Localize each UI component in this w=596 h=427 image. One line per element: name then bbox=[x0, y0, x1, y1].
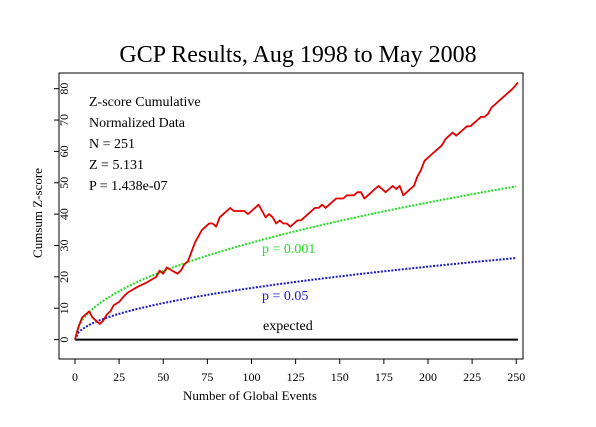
x-tick-label: 200 bbox=[419, 370, 437, 384]
plot-frame bbox=[58, 72, 524, 360]
stats-line: Normalized Data bbox=[89, 116, 186, 131]
series-layer bbox=[74, 81, 519, 341]
annotation-p001: p = 0.001 bbox=[262, 242, 315, 257]
stats-block: Z-score Cumulative Normalized Data N = 251… bbox=[89, 95, 201, 194]
y-tick-label: 50 bbox=[57, 177, 71, 189]
x-tick-label: 150 bbox=[331, 370, 349, 384]
stats-line: N = 251 bbox=[89, 137, 135, 152]
y-tick-label: 10 bbox=[57, 302, 71, 314]
x-tick-label: 125 bbox=[287, 370, 305, 384]
stats-line: P = 1.438e-07 bbox=[89, 179, 168, 194]
y-tick-label: 40 bbox=[57, 208, 71, 220]
x-tick-label: 250 bbox=[507, 370, 525, 384]
y-tick-label: 0 bbox=[57, 337, 71, 343]
x-tick-label: 225 bbox=[463, 370, 481, 384]
annotation-p05: p = 0.05 bbox=[262, 289, 308, 304]
chart-title: GCP Results, Aug 1998 to May 2008 bbox=[119, 42, 476, 68]
stats-line: Z-score Cumulative bbox=[89, 95, 201, 110]
y-tick-label: 30 bbox=[57, 240, 71, 252]
p05-curve bbox=[74, 257, 517, 341]
x-tick-label: 25 bbox=[113, 370, 125, 384]
p001-curve bbox=[74, 185, 517, 340]
x-tick-label: 0 bbox=[72, 370, 78, 384]
x-tick-label: 100 bbox=[242, 370, 260, 384]
y-axis: 0 10 20 30 40 50 60 70 80 bbox=[54, 83, 71, 343]
x-tick-label: 175 bbox=[375, 370, 393, 384]
annotation-expected: expected bbox=[263, 319, 313, 334]
x-tick-label: 50 bbox=[157, 370, 169, 384]
x-axis-label: Number of Global Events bbox=[183, 388, 317, 403]
x-axis: 0 25 50 75 100 125 150 175 200 225 250 bbox=[72, 359, 525, 384]
y-tick-label: 80 bbox=[57, 83, 71, 95]
stats-line: Z = 5.131 bbox=[89, 158, 144, 173]
x-tick-label: 75 bbox=[201, 370, 213, 384]
y-tick-label: 60 bbox=[57, 145, 71, 157]
cumulative-zscore-line bbox=[74, 81, 519, 340]
y-tick-label: 20 bbox=[57, 271, 71, 283]
y-axis-label: Cumsum Z-score bbox=[30, 168, 45, 258]
y-tick-label: 70 bbox=[57, 114, 71, 126]
